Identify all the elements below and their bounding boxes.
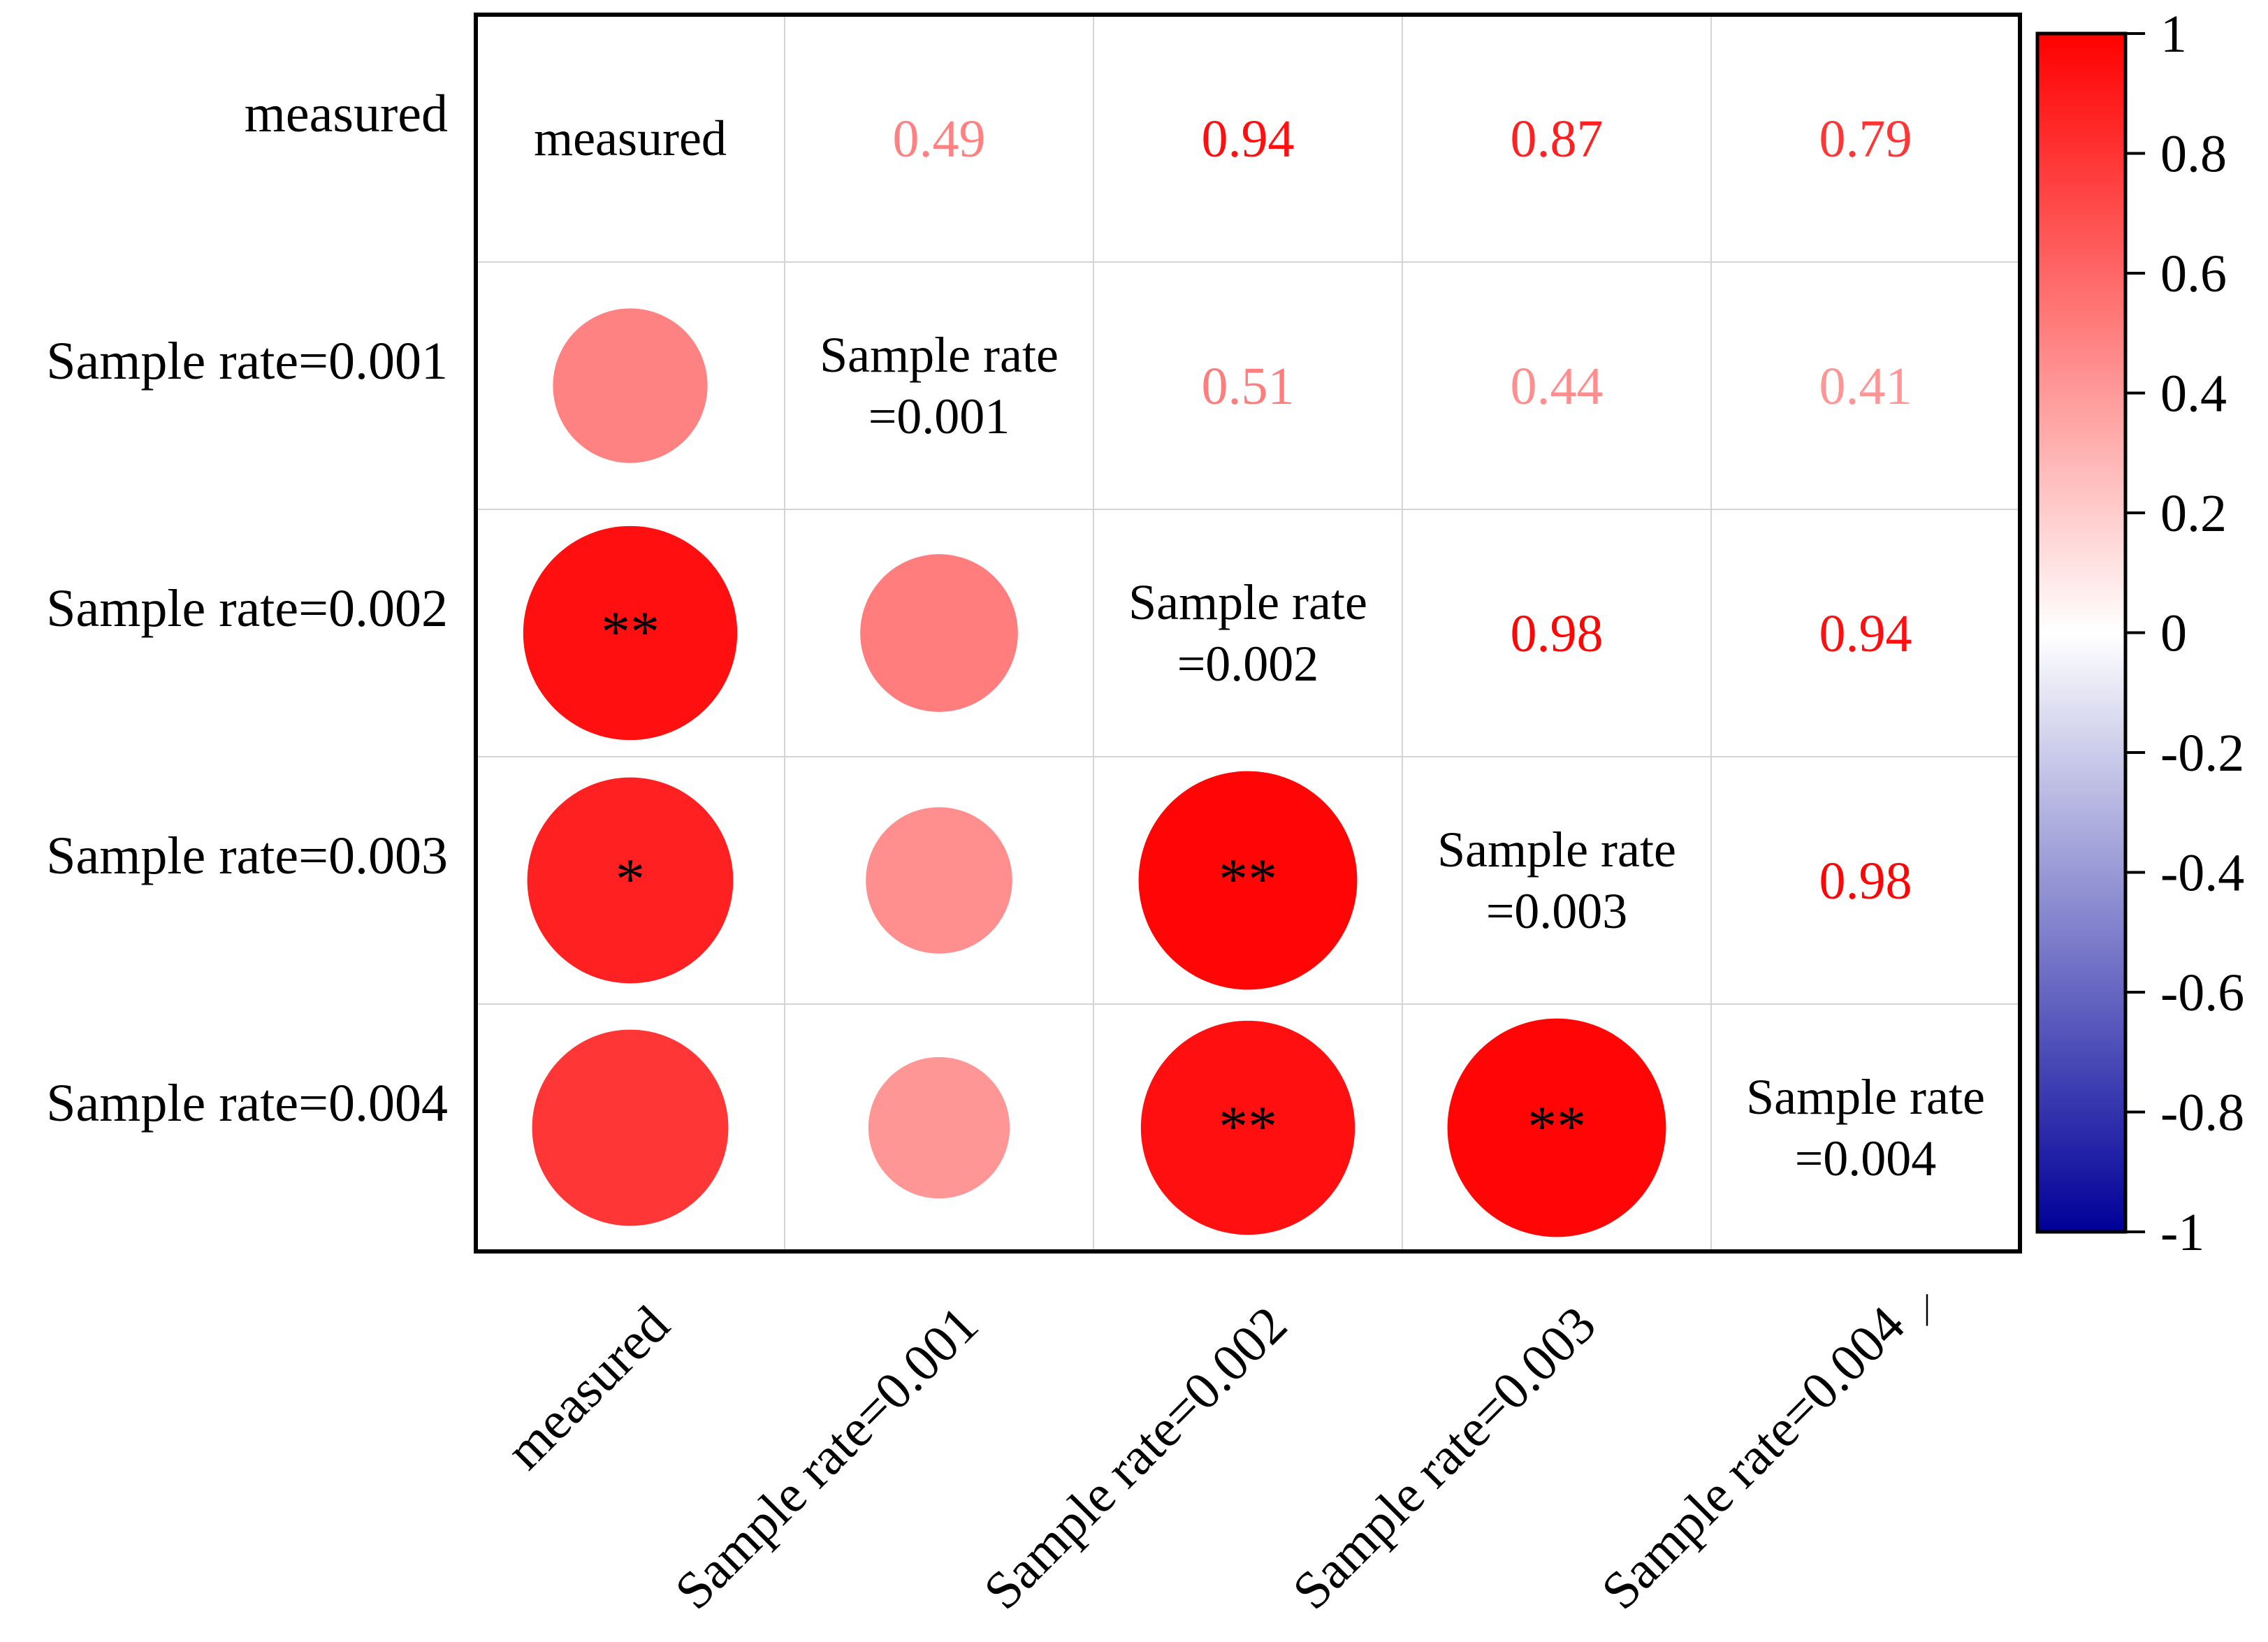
column-label: Sample rate=0.004 [1590,1295,1916,1621]
column-label: Sample rate=0.002 [973,1295,1298,1621]
colorbar-tick-label: -0.4 [2160,844,2244,903]
correlation-value-label: 0.94 [1202,110,1295,168]
marks-layer [523,308,1666,1237]
colorbar-tick-label: -0.8 [2160,1084,2244,1142]
significance-mark: ** [1527,1094,1586,1159]
colorbar-tick-label: 1 [2160,5,2187,64]
correlation-value-label: 0.94 [1819,604,1912,663]
correlation-value-label: 0.51 [1202,357,1295,416]
diagonal-label: Sample rate [1437,822,1676,878]
colorbar-tick-label: -1 [2160,1203,2204,1262]
row-label: Sample rate=0.004 [46,1074,448,1133]
diagonal-label: =0.003 [1486,883,1628,939]
correlation-value-label: 0.87 [1511,110,1604,168]
row-label: Sample rate=0.001 [46,332,448,391]
grid-layer [474,13,2022,1254]
column-label: measured [495,1295,681,1481]
colorbar-tick-label: -0.2 [2160,724,2244,783]
significance-mark: ** [601,600,660,664]
column-label: Sample rate=0.001 [664,1295,989,1621]
row-label: Sample rate=0.003 [46,827,448,885]
correlation-circle [860,554,1018,712]
correlation-circle [527,777,734,984]
diagonal-label: =0.004 [1795,1131,1937,1186]
correlation-circle [523,525,738,741]
diagonal-label: Sample rate [820,327,1059,383]
correlation-value-label: 0.41 [1819,357,1912,416]
column-label: Sample rate=0.003 [1281,1295,1607,1621]
diagonal-label: Sample rate [1128,574,1367,630]
colorbar-tick-label: 0.6 [2160,245,2227,303]
correlation-circle [1140,1020,1355,1235]
colorbar-tick-label: 0.2 [2160,484,2227,543]
correlation-circle [1138,771,1358,990]
diagonal-label: =0.001 [868,388,1010,444]
colorbar-tick-label: 0 [2160,604,2187,663]
colorbar: 1 0.8 0.6 0.4 0.2 0 -0.2 -0.4 -0.6 -0.8 -1 [2035,5,2244,1262]
row-label: measured [245,85,448,143]
stray-mark: | [1924,1287,1931,1326]
diagonal-label: =0.002 [1177,636,1319,692]
correlation-value-label: 0.98 [1819,852,1912,910]
correlation-value-label: 0.79 [1819,110,1912,168]
correlation-circle [866,807,1012,954]
colorbar-gradient [2037,34,2125,1232]
significance-mark: ** [1219,1094,1277,1159]
plot-frame [474,13,2022,1254]
row-label: Sample rate=0.002 [46,579,448,638]
correlation-circle [553,308,708,463]
significance-mark: * [616,847,645,912]
colorbar-tick-label: 0.4 [2160,365,2227,423]
correlation-circle [532,1029,729,1226]
colorbar-tick-label: -0.6 [2160,964,2244,1022]
correlation-circle [868,1056,1010,1199]
correlation-value-label: 0.44 [1511,357,1604,416]
labels-layer: *** **** **0.49 0.94 0.87 0.790.51 0.44 0.410.9… [46,85,1985,1620]
diagonal-label: measured [534,110,727,166]
correlation-circle [1447,1018,1666,1237]
correlation-value-label: 0.49 [893,110,986,168]
colorbar-tick-label: 0.8 [2160,125,2227,184]
correlation-value-label: 0.98 [1511,604,1604,663]
diagonal-label: Sample rate [1746,1069,1985,1125]
significance-mark: ** [1219,847,1277,912]
